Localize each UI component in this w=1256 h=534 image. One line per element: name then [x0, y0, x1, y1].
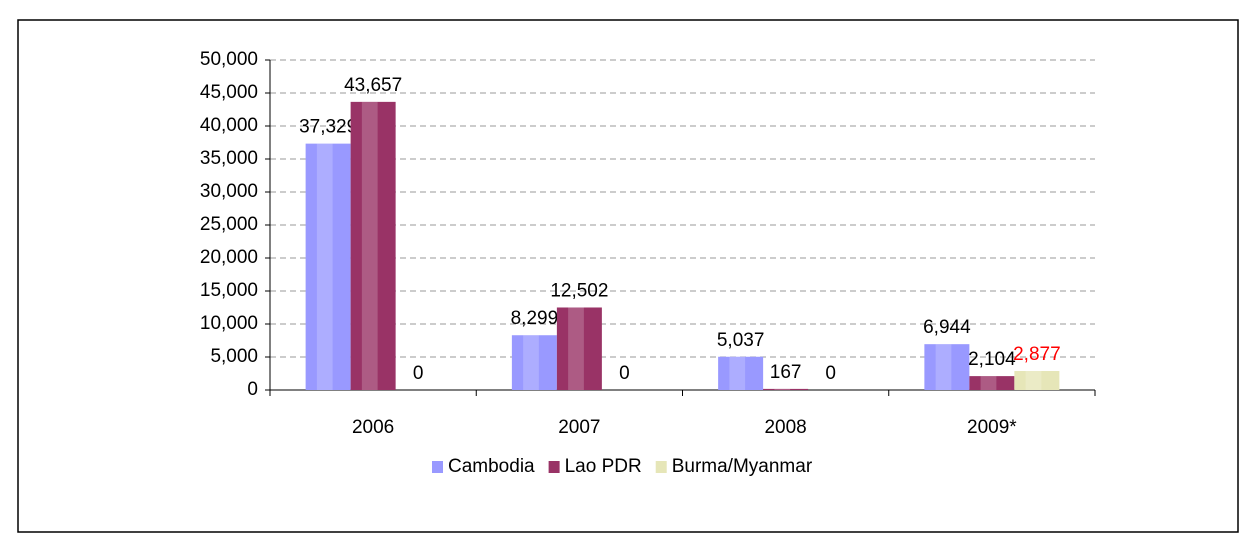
- data-label: 12,502: [550, 281, 608, 302]
- y-tick-label: 40,000: [200, 115, 258, 136]
- bar: [305, 143, 351, 390]
- y-tick-label: 20,000: [200, 247, 258, 268]
- data-label: 6,944: [923, 317, 971, 338]
- x-tick-label: 2008: [764, 417, 806, 438]
- bar: [1014, 371, 1060, 390]
- data-label: 43,657: [344, 75, 402, 96]
- data-label: 167: [770, 362, 802, 383]
- data-label: 8,299: [511, 308, 559, 329]
- bar: [350, 101, 396, 390]
- bar-shade: [980, 376, 997, 390]
- legend-swatch: [548, 461, 560, 473]
- data-label: 2,104: [968, 349, 1016, 370]
- y-tick-label: 35,000: [200, 148, 258, 169]
- bar: [924, 344, 970, 390]
- y-tick-label: 0: [247, 379, 258, 400]
- legend-swatch: [432, 461, 443, 473]
- x-tick-label: 2007: [558, 417, 600, 438]
- bar-shade: [523, 335, 539, 390]
- bar-shade: [568, 307, 584, 390]
- data-label: 5,037: [717, 330, 765, 351]
- bar: [718, 356, 764, 390]
- y-tick-label: 50,000: [200, 49, 258, 70]
- y-tick-label: 10,000: [200, 313, 258, 334]
- bar-shade: [935, 344, 952, 390]
- bar-shade: [729, 356, 746, 390]
- legend-label: Cambodia: [448, 456, 535, 477]
- chart-frame: [17, 19, 1239, 533]
- y-tick-label: 5,000: [210, 346, 258, 367]
- bar-shade: [1025, 371, 1042, 390]
- bar-shade: [361, 101, 378, 390]
- legend-label: Lao PDR: [565, 456, 642, 477]
- legend-label: Burma/Myanmar: [672, 456, 813, 477]
- data-label: 37,329: [299, 117, 357, 138]
- bar: [511, 335, 557, 390]
- bar-shade: [774, 388, 791, 390]
- legend-swatch: [655, 461, 667, 473]
- data-label: 0: [619, 363, 630, 384]
- x-tick-label: 2006: [352, 417, 394, 438]
- y-tick-label: 15,000: [200, 280, 258, 301]
- bar-shade: [316, 143, 333, 390]
- bar: [969, 376, 1015, 390]
- bar: [763, 388, 809, 390]
- x-tick-label: 2009*: [967, 417, 1017, 438]
- data-label: 0: [825, 363, 836, 384]
- y-tick-label: 25,000: [200, 214, 258, 235]
- bar: [556, 307, 602, 390]
- data-label: 0: [413, 363, 424, 384]
- y-tick-label: 30,000: [200, 181, 258, 202]
- data-label: 2,877: [1013, 344, 1061, 365]
- y-tick-label: 45,000: [200, 82, 258, 103]
